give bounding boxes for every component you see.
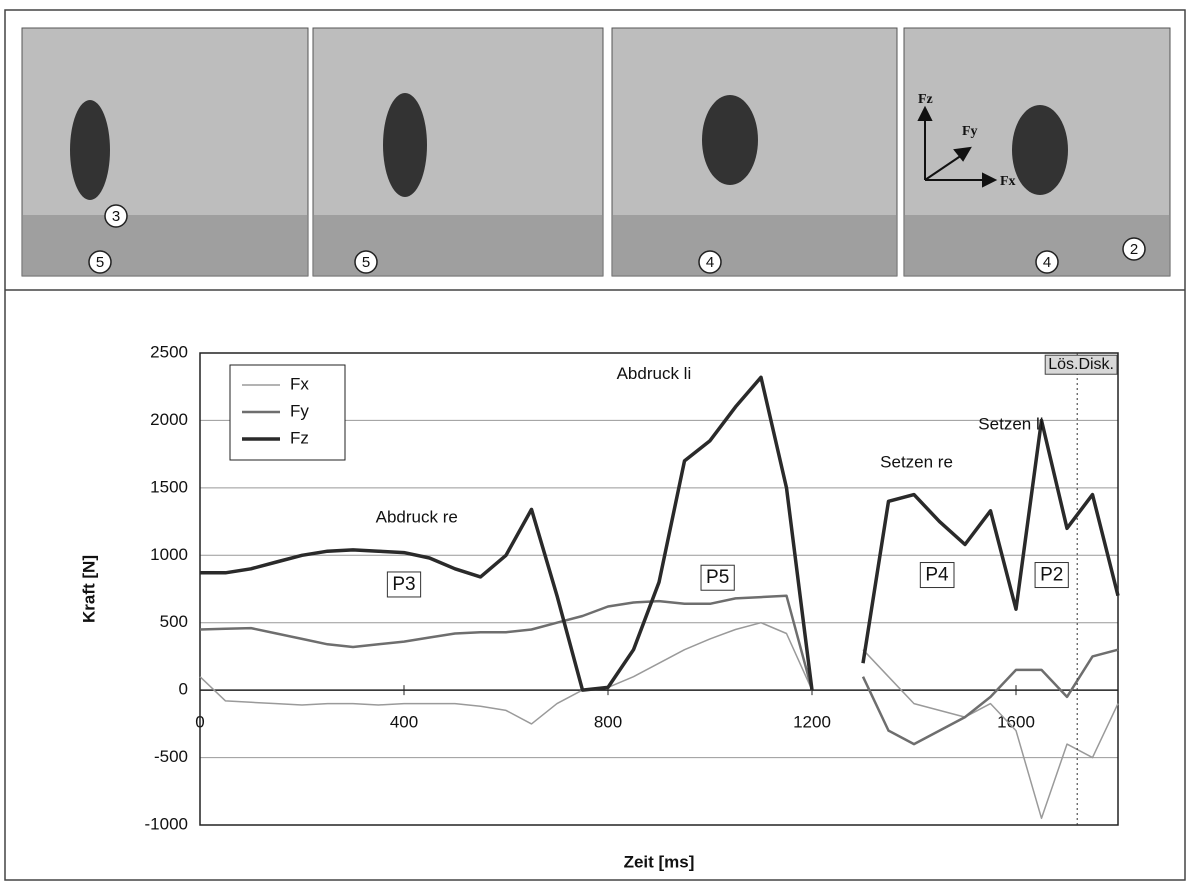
annotation: Abdruck li [617,364,692,383]
marker-label: 2 [1130,241,1138,258]
annotation: P5 [706,567,729,588]
annotation: P2 [1040,565,1063,586]
y-tick-label: 1000 [150,545,188,564]
axis-label: Fy [962,124,978,139]
y-tick-label: -1000 [145,814,188,833]
y-axis-title: Kraft [N] [79,555,98,623]
legend-label: Fy [290,401,309,420]
marker-label: 4 [1043,254,1051,271]
annotation: Setzen re [880,452,953,471]
floor-plates [22,215,1170,276]
y-tick-label: 1500 [150,477,188,496]
y-tick-label: 2500 [150,342,188,361]
x-tick-label: 1200 [793,713,831,732]
marker-label: 5 [362,254,370,271]
legend-label: Fx [290,374,309,393]
marker-label: 4 [706,254,714,271]
y-tick-label: 0 [179,680,188,699]
annotation: Abdruck re [376,508,458,527]
legend: Fx Fy Fz [230,365,345,460]
photo-strip: 3 5 5 4 4 2 Fz Fy Fx [22,28,1170,276]
x-tick-label: 1600 [997,713,1035,732]
annotation: P3 [392,574,415,595]
x-tick-label: 800 [594,713,622,732]
annotation: Setzen li [978,415,1043,434]
x-axis-title: Zeit [ms] [624,852,695,871]
y-tick-label: -500 [154,747,188,766]
axis-label: Fx [1000,174,1016,189]
marker-label: 3 [112,208,120,225]
figure: 3 5 5 4 4 2 Fz Fy Fx Kraft [N] Zeit [ms]… [0,0,1190,886]
y-tick-label: 500 [160,612,188,631]
x-tick-label: 400 [390,713,418,732]
marker-label: 5 [96,254,104,271]
event-label: Lös.Disk. [1048,356,1114,373]
y-tick-label: 2000 [150,410,188,429]
axis-label: Fz [918,92,933,107]
annotation: P4 [925,565,949,586]
legend-label: Fz [290,428,309,447]
